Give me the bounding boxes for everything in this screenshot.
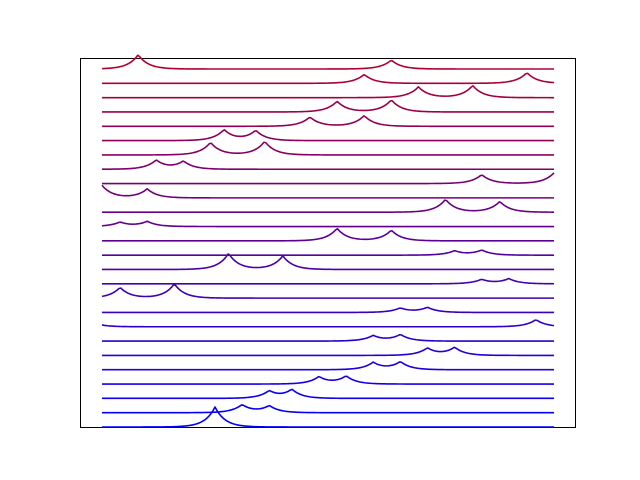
plot-frame xyxy=(81,59,576,428)
